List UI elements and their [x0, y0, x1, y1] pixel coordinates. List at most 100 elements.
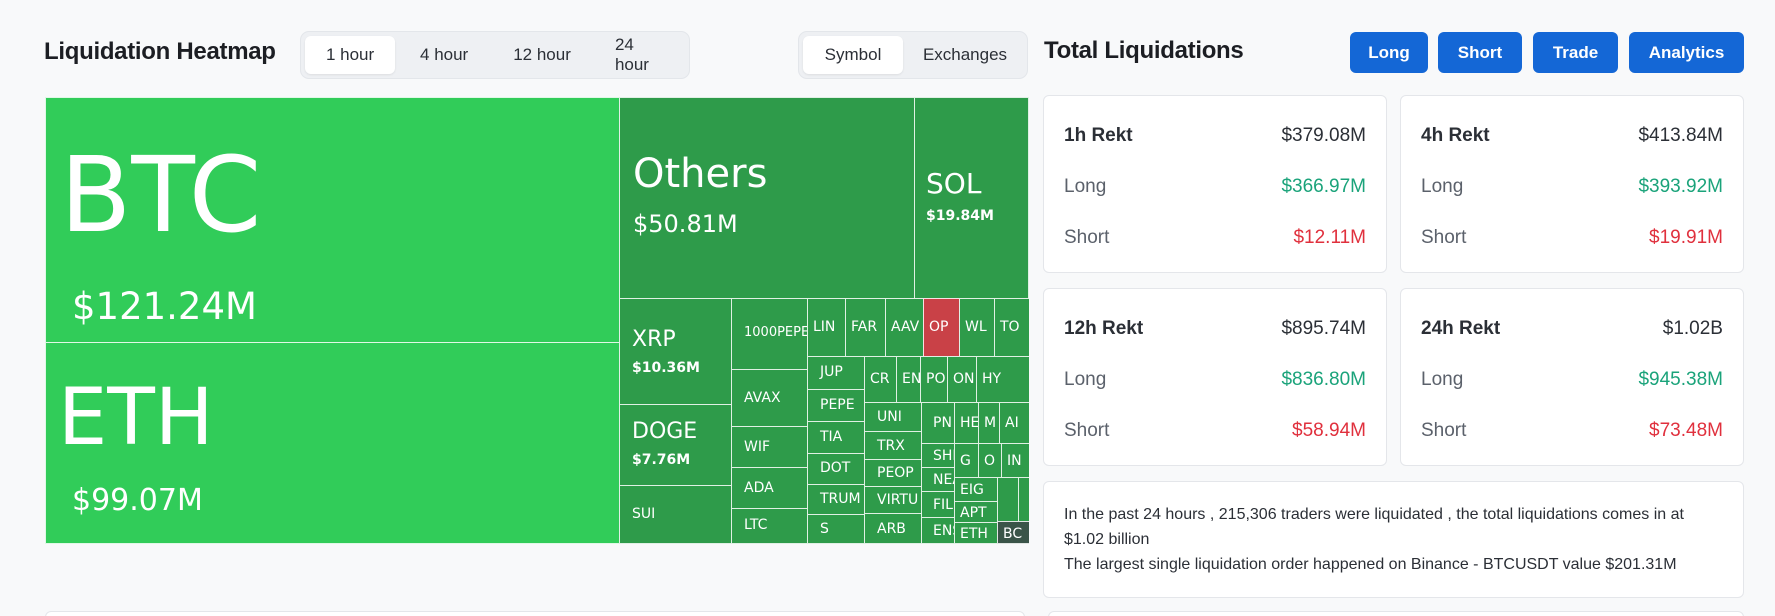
tile-label: OP: [929, 319, 949, 335]
tile-bc[interactable]: BC: [997, 521, 1029, 544]
rekt-total-row: 1h Rekt $379.08M: [1064, 125, 1366, 147]
tile-g[interactable]: G: [954, 443, 979, 478]
tile-op[interactable]: OP: [923, 298, 960, 357]
tile-tiny-2[interactable]: [1018, 477, 1029, 522]
tile-trump[interactable]: TRUM: [807, 484, 865, 515]
tile-eth-small[interactable]: ETH: [954, 522, 998, 544]
short-label: Short: [1421, 227, 1467, 248]
lower-panel-left: [45, 611, 1025, 616]
tile-1000pepe[interactable]: 1000PEPE: [731, 298, 808, 370]
tile-ltc[interactable]: LTC: [731, 508, 808, 544]
tile-cr[interactable]: CR: [864, 356, 897, 403]
tile-others[interactable]: Others $50.81M: [619, 97, 915, 299]
tile-label: IN: [1007, 453, 1022, 469]
tile-wl[interactable]: WL: [959, 298, 995, 357]
tile-avax[interactable]: AVAX: [731, 369, 808, 427]
rekt-short-row: Short $19.91M: [1421, 227, 1723, 249]
short-value: $12.11M: [1293, 227, 1366, 248]
tile-virtu[interactable]: VIRTU: [864, 486, 922, 514]
tile-dot[interactable]: DOT: [807, 453, 865, 485]
tile-label: M: [984, 415, 997, 431]
tile-label: LTC: [744, 517, 768, 533]
tile-label: WIF: [744, 439, 771, 455]
tile-ens[interactable]: ENS: [921, 517, 955, 544]
tile-hy[interactable]: HY: [976, 356, 1029, 403]
tile-tiny-1[interactable]: [997, 477, 1019, 522]
tile-in[interactable]: IN: [1001, 443, 1029, 478]
tile-far[interactable]: FAR: [845, 298, 886, 357]
range-24-hour-tab[interactable]: 24 hour: [614, 35, 649, 74]
tile-trx[interactable]: TRX: [864, 431, 922, 460]
tile-nea[interactable]: NEA: [921, 467, 955, 492]
view-symbol-tab[interactable]: Symbol: [803, 36, 903, 74]
tile-o[interactable]: O: [978, 443, 1002, 478]
tile-sol[interactable]: SOL $19.84M: [914, 97, 1029, 299]
tile-label: TIA: [820, 429, 843, 445]
tile-label: AI: [1005, 415, 1019, 431]
tile-he[interactable]: HE: [954, 402, 979, 444]
tile-pn[interactable]: PN: [921, 402, 955, 444]
long-value: $945.38M: [1638, 369, 1723, 390]
tile-s[interactable]: S: [807, 514, 865, 544]
tile-uni[interactable]: UNI: [864, 402, 922, 432]
view-mode-selector: Symbol Exchanges: [798, 31, 1028, 79]
tile-label: ON: [953, 371, 975, 387]
tile-xrp[interactable]: XRP $10.36M: [619, 298, 732, 405]
tile-label: AAV: [891, 319, 920, 335]
view-exchanges-tab[interactable]: Exchanges: [922, 45, 1008, 64]
tile-link[interactable]: LIN: [807, 298, 846, 357]
tile-jup[interactable]: JUP: [807, 356, 865, 390]
short-button[interactable]: Short: [1438, 32, 1522, 73]
long-button[interactable]: Long: [1350, 32, 1428, 73]
tile-btc[interactable]: BTC $121.24M: [45, 97, 620, 343]
rekt-period-label: 4h Rekt: [1421, 125, 1490, 146]
tile-on[interactable]: ON: [947, 356, 977, 403]
short-value: $58.94M: [1292, 420, 1366, 441]
tile-ai[interactable]: AI: [999, 402, 1029, 444]
tile-shi[interactable]: SHI: [921, 443, 955, 468]
tile-label: EN: [902, 371, 921, 387]
tile-label: PO: [926, 371, 946, 387]
long-label: Long: [1064, 369, 1107, 390]
tile-tia[interactable]: TIA: [807, 421, 865, 454]
tile-label: FIL: [933, 497, 953, 513]
tile-label: ETH: [58, 373, 214, 463]
trade-button[interactable]: Trade: [1533, 32, 1618, 73]
tile-label: HE: [960, 415, 979, 431]
tile-label: AVAX: [744, 390, 781, 406]
tile-label: SUI: [632, 506, 656, 522]
tile-peop[interactable]: PEOP: [864, 459, 922, 487]
tile-label: PEPE: [820, 397, 855, 413]
heatmap-title: Liquidation Heatmap: [44, 38, 276, 65]
rekt-long-row: Long $366.97M: [1064, 176, 1366, 198]
tile-pepe[interactable]: PEPE: [807, 389, 865, 422]
tile-sui[interactable]: SUI: [619, 485, 732, 544]
tile-m[interactable]: M: [978, 402, 1000, 444]
tile-eig[interactable]: EIG: [954, 477, 998, 502]
tile-eth[interactable]: ETH $99.07M: [45, 342, 620, 544]
rekt-period-label: 1h Rekt: [1064, 125, 1133, 146]
tile-label: 1000PEPE: [744, 325, 808, 340]
lower-panel-right: [1048, 611, 1744, 616]
tile-apt[interactable]: APT: [954, 501, 998, 523]
tile-label: VIRTU: [877, 492, 919, 508]
analytics-button[interactable]: Analytics: [1629, 32, 1744, 73]
range-12-hour-tab[interactable]: 12 hour: [513, 45, 571, 64]
tile-wif[interactable]: WIF: [731, 426, 808, 468]
tile-fil[interactable]: FIL: [921, 491, 955, 518]
range-1-hour-tab[interactable]: 1 hour: [305, 36, 396, 74]
rekt-total-value: $895.74M: [1281, 318, 1366, 339]
rekt-total-row: 24h Rekt $1.02B: [1421, 318, 1723, 340]
tile-arb[interactable]: ARB: [864, 513, 922, 544]
tile-label: PN: [933, 415, 952, 431]
rekt-short-row: Short $58.94M: [1064, 420, 1366, 442]
long-label: Long: [1064, 176, 1107, 197]
tile-po[interactable]: PO: [920, 356, 948, 403]
tile-ton[interactable]: TO: [994, 298, 1029, 357]
tile-ada[interactable]: ADA: [731, 467, 808, 509]
tile-doge[interactable]: DOGE $7.76M: [619, 404, 732, 486]
tile-label: WL: [965, 319, 987, 335]
range-4-hour-tab[interactable]: 4 hour: [420, 45, 469, 64]
tile-aave[interactable]: AAV: [885, 298, 924, 357]
tile-en[interactable]: EN: [896, 356, 921, 403]
